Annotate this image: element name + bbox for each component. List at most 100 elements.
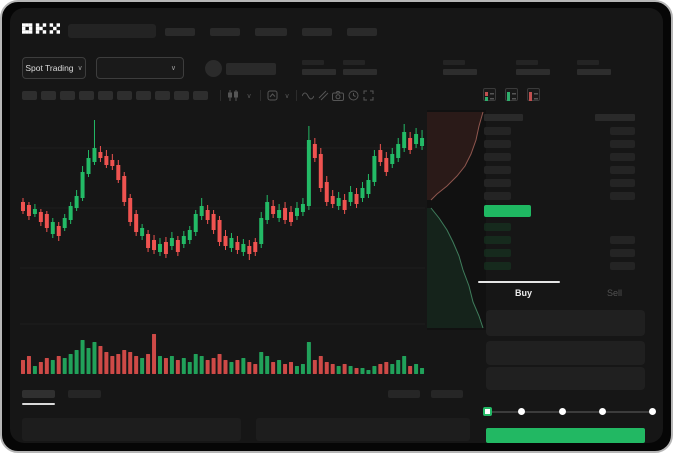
header-search-placeholder[interactable] <box>68 24 156 38</box>
stat-value-placeholder <box>577 69 611 75</box>
fullscreen-icon[interactable] <box>361 89 375 102</box>
slider-stop-dot <box>599 408 606 415</box>
bottom-action-placeholder[interactable] <box>431 390 463 398</box>
order-input-field[interactable] <box>486 367 645 390</box>
market-type-selector[interactable]: Spot Trading ∨ <box>22 57 86 79</box>
bid-price-placeholder <box>484 249 511 257</box>
line-tool-icon[interactable] <box>301 89 315 102</box>
tab-buy[interactable]: Buy <box>514 288 532 298</box>
ask-price-placeholder <box>484 153 511 161</box>
indicator-icon[interactable] <box>265 89 279 102</box>
draw-tool-icon[interactable] <box>316 89 330 102</box>
active-tab-indicator <box>478 281 560 283</box>
timeframe-button-placeholder[interactable] <box>193 91 208 100</box>
bid-row[interactable] <box>480 236 650 246</box>
nav-item-placeholder[interactable] <box>347 28 377 36</box>
toolbar-divider <box>260 90 261 101</box>
bid-price-placeholder <box>484 262 511 270</box>
timeframe-button-placeholder[interactable] <box>117 91 132 100</box>
timeframe-button-placeholder[interactable] <box>136 91 151 100</box>
place-order-button[interactable] <box>486 428 645 443</box>
book-mode-asks-icon[interactable] <box>527 88 540 101</box>
ask-price-placeholder <box>484 166 511 174</box>
header-nav <box>165 28 377 36</box>
bid-amount-placeholder <box>610 249 635 257</box>
bid-price-placeholder <box>484 236 511 244</box>
slider-stop-dot <box>518 408 525 415</box>
slider-stop-dot <box>483 407 492 416</box>
ask-price-placeholder <box>484 192 511 200</box>
tab-sell[interactable]: Sell <box>606 288 622 298</box>
timeframe-button-placeholder[interactable] <box>60 91 75 100</box>
stat-value-placeholder <box>343 69 377 75</box>
book-header-price-placeholder <box>484 114 523 121</box>
slider-stop[interactable] <box>558 407 567 416</box>
nav-item-placeholder[interactable] <box>255 28 287 36</box>
camera-icon[interactable] <box>331 89 345 102</box>
timeframe-button-placeholder[interactable] <box>174 91 189 100</box>
candlestick-chart[interactable] <box>20 110 425 330</box>
toolbar-divider <box>220 90 221 101</box>
chevron-down-icon: ∨ <box>170 64 176 72</box>
bid-amount-placeholder <box>610 236 635 244</box>
ask-row[interactable] <box>480 127 650 137</box>
timeframe-button-placeholder[interactable] <box>22 91 37 100</box>
slider-stop-dot <box>559 408 566 415</box>
book-mode-bids-icon[interactable] <box>505 88 518 101</box>
bid-row[interactable] <box>480 262 650 272</box>
slider-stop[interactable] <box>598 407 607 416</box>
bid-price-placeholder <box>484 223 511 231</box>
coin-avatar[interactable] <box>205 60 222 77</box>
stat-label-placeholder <box>302 60 324 65</box>
slider-track[interactable] <box>488 411 654 413</box>
ask-row[interactable] <box>480 179 650 189</box>
pair-selector-dropdown[interactable]: ∨ <box>96 57 184 79</box>
timeframe-button-placeholder[interactable] <box>155 91 170 100</box>
ticker-stat <box>577 60 617 76</box>
ask-row[interactable] <box>480 140 650 150</box>
nav-item-placeholder[interactable] <box>210 28 240 36</box>
ask-amount-placeholder <box>610 140 635 148</box>
stat-label-placeholder <box>443 60 465 65</box>
stat-label-placeholder <box>343 60 365 65</box>
bid-row[interactable] <box>480 249 650 259</box>
ask-row[interactable] <box>480 166 650 176</box>
bottom-tab-underline <box>22 403 55 405</box>
slider-stop[interactable] <box>483 407 492 416</box>
last-price-button[interactable] <box>484 205 531 217</box>
last-price-placeholder <box>226 63 276 75</box>
nav-item-placeholder[interactable] <box>165 28 195 36</box>
stat-value-placeholder <box>443 69 477 75</box>
timeframe-button-placeholder[interactable] <box>98 91 113 100</box>
history-clock-icon[interactable] <box>346 89 360 102</box>
slider-stop[interactable] <box>517 407 526 416</box>
nav-item-placeholder[interactable] <box>302 28 332 36</box>
market-type-label: Spot Trading <box>25 63 74 73</box>
order-input-field[interactable] <box>486 310 645 336</box>
chevron-down-icon[interactable]: ∨ <box>284 92 290 100</box>
ask-row[interactable] <box>480 192 650 202</box>
ticker-stat <box>343 60 383 76</box>
timeframe-button-placeholder[interactable] <box>41 91 56 100</box>
depth-chart <box>427 110 486 330</box>
timeframe-button-placeholder[interactable] <box>79 91 94 100</box>
ask-price-placeholder <box>484 140 511 148</box>
orders-panel-left <box>22 418 241 441</box>
bid-row[interactable] <box>480 223 650 233</box>
bottom-tab-placeholder[interactable] <box>68 390 101 398</box>
ticker-stat <box>302 60 342 76</box>
slider-stop[interactable] <box>648 407 657 416</box>
okx-logo[interactable] <box>22 21 60 39</box>
trade-tabs: Buy Sell <box>478 286 660 301</box>
chevron-down-icon[interactable]: ∨ <box>246 92 252 100</box>
order-input-field[interactable] <box>486 341 645 365</box>
orders-panel-right <box>256 418 470 441</box>
ask-amount-placeholder <box>610 179 635 187</box>
slider-stop-dot <box>649 408 656 415</box>
ask-row[interactable] <box>480 153 650 163</box>
bottom-tab-active-placeholder[interactable] <box>22 390 55 398</box>
book-mode-both-icon[interactable] <box>483 88 496 101</box>
chart-type-icon[interactable] <box>226 89 240 102</box>
bottom-action-placeholder[interactable] <box>388 390 420 398</box>
